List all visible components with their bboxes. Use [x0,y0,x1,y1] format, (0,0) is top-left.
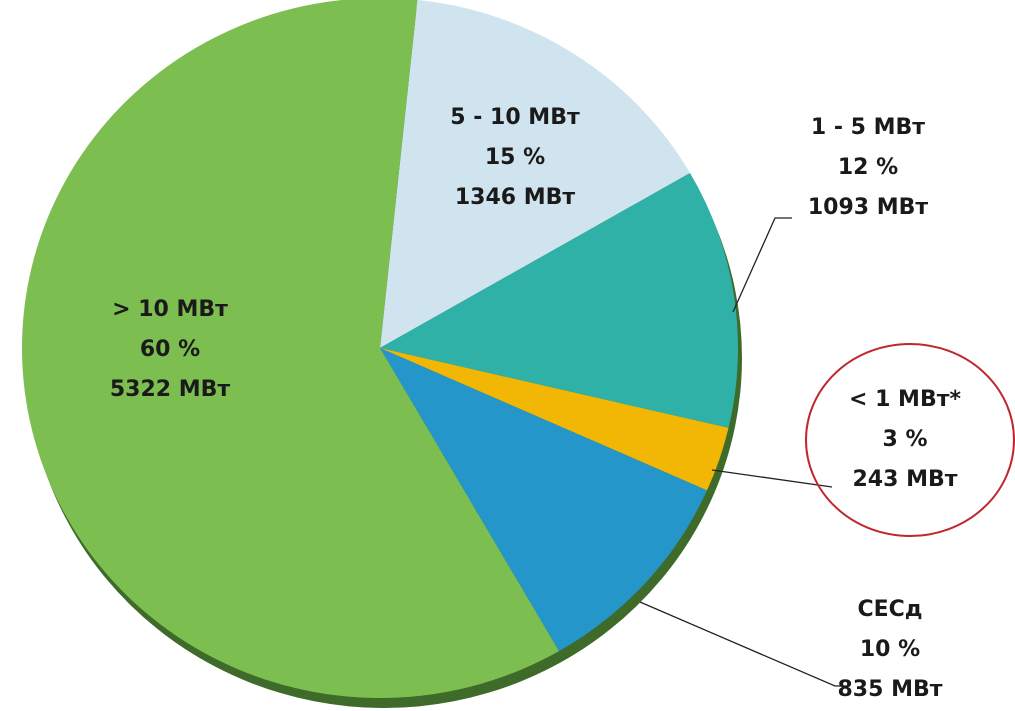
slice-label: 5 - 10 МВт [450,105,580,130]
pie-slice [380,0,691,348]
slice-label: 1 - 5 МВт [811,115,925,140]
capacity-label: 5322 МВт [110,377,231,402]
capacity-label: 835 МВт [838,677,943,702]
capacity-label: 1346 МВт [455,185,576,210]
capacity-label: 243 МВт [853,467,958,492]
leader-line [711,469,833,488]
slices [22,0,738,698]
highlight-circle [805,343,1015,537]
slice-label: < 1 МВт* [849,387,961,412]
value-label: 12 % [838,155,898,180]
pie-slice [22,0,559,698]
leader-line [732,217,792,313]
leader-line [639,601,848,687]
value-label: 60 % [140,337,200,362]
pie-slice [380,348,708,652]
value-label: 3 % [882,427,927,452]
pie-slice [380,348,729,491]
slice-label: > 10 МВт [112,297,228,322]
value-label: 10 % [860,637,920,662]
pie-slice [380,173,738,428]
slice-label: СЕСд [857,597,922,622]
capacity-label: 1093 МВт [808,195,929,220]
value-label: 15 % [485,145,545,170]
